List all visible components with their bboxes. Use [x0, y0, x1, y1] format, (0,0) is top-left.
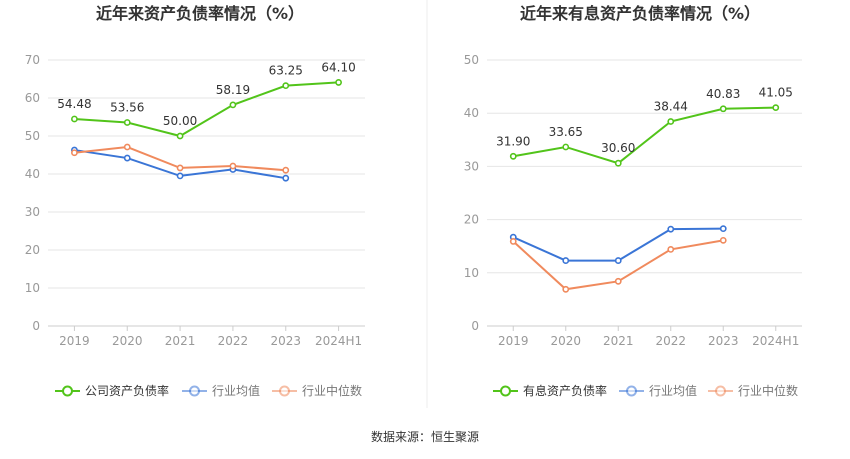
legend-marker-median	[715, 385, 726, 397]
y-tick-label: 60	[25, 91, 40, 105]
data-label: 31.90	[496, 134, 530, 148]
y-tick-label: 50	[25, 129, 40, 143]
data-point-company	[719, 105, 727, 113]
y-tick-label: 10	[464, 266, 479, 280]
data-point-avg	[719, 225, 727, 233]
x-tick-label: 2023	[270, 334, 301, 348]
data-source: 数据来源：恒生聚源	[370, 430, 479, 444]
data-point-median	[71, 149, 78, 157]
x-tick-label: 2019	[498, 334, 529, 348]
data-point-company	[229, 101, 237, 109]
y-tick-label: 20	[464, 213, 479, 227]
data-label: 54.48	[57, 97, 91, 111]
legend-marker-median	[279, 385, 290, 397]
chart-debt-ratio: 近年来资产负债率情况（%） 0 10 20 30 40 50 60 70 2019 2020 2021…	[25, 4, 365, 398]
legend-label-company: 公司资产负债率	[85, 383, 169, 398]
chart-title: 近年来有息资产负债率情况（%）	[520, 4, 760, 23]
data-point-avg	[667, 225, 675, 233]
data-point-avg	[123, 154, 131, 162]
data-point-median	[614, 277, 622, 285]
chart-title: 近年来资产负债率情况（%）	[96, 4, 304, 23]
data-label: 40.83	[706, 87, 740, 101]
data-point-median	[176, 164, 184, 172]
data-point-company	[509, 152, 517, 160]
legend-label-avg: 行业均值	[212, 383, 260, 398]
legend-marker-company	[500, 385, 511, 397]
data-point-median	[282, 166, 290, 174]
charts-canvas: 近年来资产负债率情况（%） 0 10 20 30 40 50 60 70 2019 2020 2021…	[25, 0, 802, 408]
x-tick-label: 2022	[218, 334, 249, 348]
data-label: 41.05	[759, 86, 793, 100]
series-line-company	[513, 106, 776, 165]
data-point-avg	[562, 257, 570, 264]
x-tick-label: 2021	[165, 334, 196, 348]
data-point-median	[123, 143, 131, 151]
data-label: 63.25	[269, 64, 303, 78]
chart-interest-debt-ratio: 近年来有息资产负债率情况（%） 0 10 20 30 40 50 2019 2020 2021 20…	[464, 4, 802, 398]
legend-label-company: 有息资产负债率	[523, 383, 607, 398]
data-point-avg	[176, 172, 184, 180]
x-tick-label: 2022	[655, 334, 686, 348]
x-tick-label: 2023	[708, 334, 739, 348]
x-tick-label: 2020	[550, 334, 581, 348]
legend-label-median: 行业中位数	[738, 383, 798, 398]
data-point-company	[282, 82, 290, 90]
y-tick-label: 40	[464, 106, 479, 120]
data-point-avg	[282, 174, 290, 182]
data-point-company	[667, 118, 675, 125]
data-point-median	[667, 245, 675, 253]
y-tick-label: 30	[464, 159, 479, 173]
x-tick-label: 2020	[112, 334, 143, 348]
x-tick-label: 2024H1	[315, 334, 362, 348]
x-tick-label: 2021	[603, 334, 634, 348]
y-tick-label: 0	[32, 319, 40, 333]
data-point-company	[71, 115, 78, 123]
data-point-company	[614, 159, 622, 167]
series-line-company	[74, 81, 339, 138]
data-point-avg	[614, 257, 622, 264]
x-tick-label: 2024H1	[752, 334, 799, 348]
data-point-company	[123, 119, 131, 126]
data-label: 33.65	[549, 125, 583, 139]
data-point-company	[176, 132, 184, 140]
series-line-avg	[512, 227, 724, 262]
data-point-company	[335, 79, 342, 86]
legend-marker-company	[62, 385, 73, 397]
legend-label-avg: 行业均值	[649, 383, 697, 398]
data-label: 38.44	[654, 99, 688, 113]
data-label: 64.10	[321, 60, 355, 74]
x-tick-label: 2019	[59, 334, 90, 348]
y-tick-label: 30	[25, 205, 40, 219]
data-label: 58.19	[216, 83, 250, 97]
y-tick-label: 70	[25, 53, 40, 67]
data-label: 50.00	[163, 114, 197, 128]
data-label: 30.60	[601, 141, 635, 155]
y-tick-label: 50	[464, 53, 479, 67]
y-tick-label: 10	[25, 281, 40, 295]
y-tick-label: 20	[25, 243, 40, 257]
data-point-company	[562, 143, 570, 151]
legend-label-median: 行业中位数	[302, 383, 362, 398]
data-point-median	[719, 236, 727, 244]
legend-marker-avg	[189, 385, 200, 397]
y-tick-label: 40	[25, 167, 40, 181]
data-point-median	[509, 238, 517, 245]
y-tick-label: 0	[471, 319, 479, 333]
data-point-median	[229, 162, 237, 170]
data-point-median	[562, 285, 570, 293]
data-label: 53.56	[110, 100, 144, 114]
data-point-company	[772, 104, 780, 112]
legend-marker-avg	[626, 385, 637, 397]
